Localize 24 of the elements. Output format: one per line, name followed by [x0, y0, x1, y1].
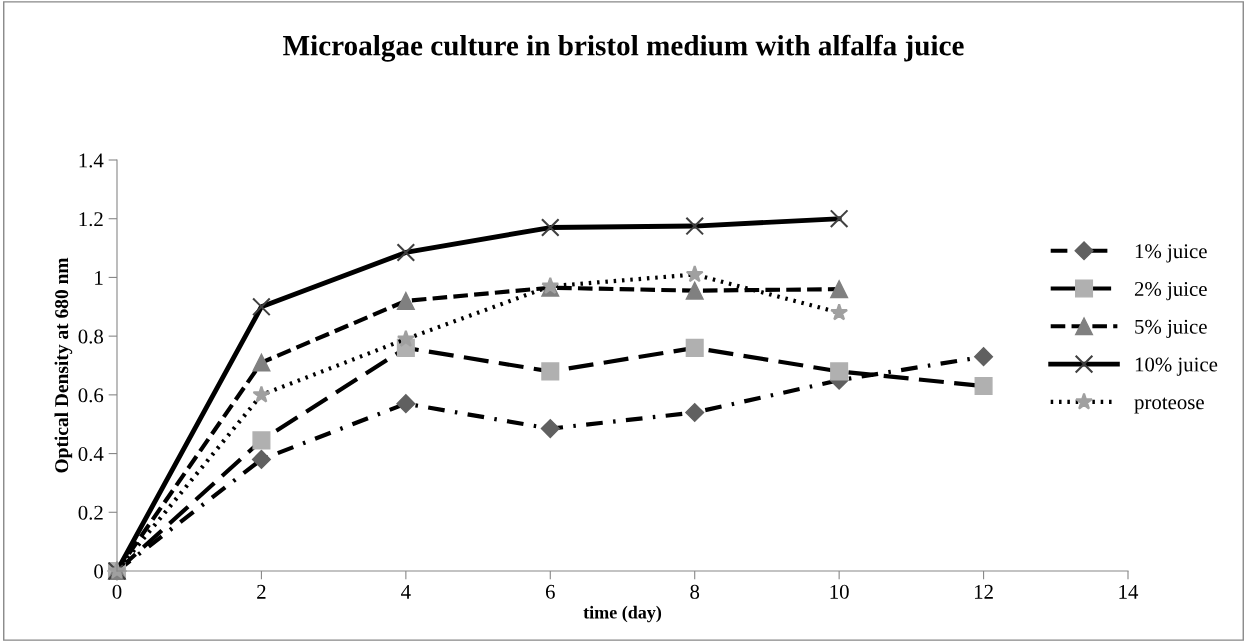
x-tick-label: 8 [690, 584, 700, 599]
y-tick-label: 0.6 [78, 388, 104, 403]
x-tick-label: 14 [1119, 584, 1139, 599]
legend-label: proteose [1134, 397, 1204, 414]
y-axis-title: Optical Density at 680 nm [54, 257, 73, 473]
y-tick-label: 1.4 [79, 153, 104, 168]
x-tick-label: 12 [974, 584, 993, 599]
y-tick-label: 0 [94, 564, 104, 579]
x-tick-label: 0 [112, 584, 122, 599]
legend-label: 1% juice [1135, 244, 1207, 263]
y-tick-label: 1.2 [79, 212, 103, 227]
x-tick-label: 2 [257, 584, 266, 599]
y-tick-label: 0.4 [78, 446, 104, 462]
legend-label: 10% juice [1135, 357, 1218, 376]
legend-label: 2% juice [1134, 281, 1207, 301]
x-tick-label: 10 [830, 584, 849, 599]
chart-title: Microalgae culture in bristol medium with alfalfa juice [283, 34, 964, 62]
y-tick-label: 1 [95, 270, 103, 285]
y-tick-label: 0.2 [78, 505, 103, 520]
x-tick-label: 4 [401, 584, 411, 599]
x-axis-title: time (day) [583, 605, 662, 623]
x-tick-label: 6 [545, 584, 555, 599]
legend-label: 5% juice [1135, 319, 1207, 339]
y-tick-label: 0.8 [78, 329, 104, 344]
